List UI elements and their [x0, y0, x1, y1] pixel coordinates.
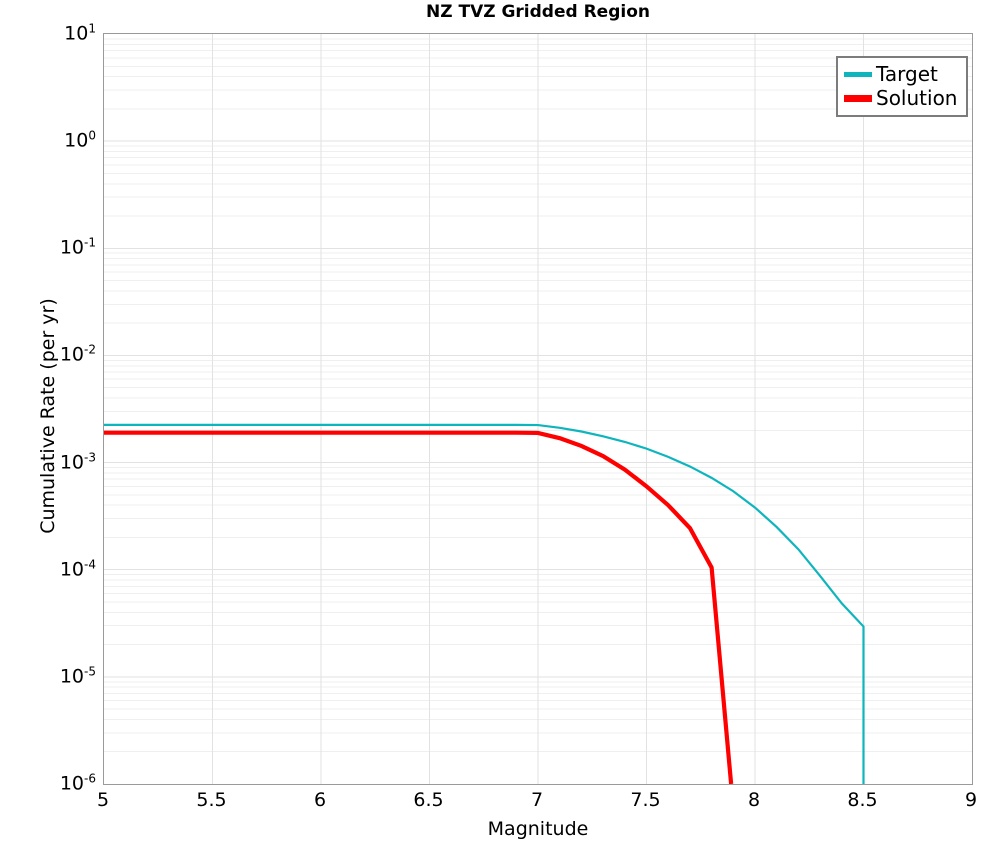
x-tick-label: 8.5	[847, 789, 878, 811]
x-tick-label: 9	[964, 789, 978, 811]
y-tick-label: 100	[64, 128, 96, 152]
x-tick-label: 6.5	[413, 789, 444, 811]
plot-canvas	[104, 34, 972, 784]
x-tick-label: 5.5	[196, 789, 227, 811]
x-axis-label: Magnitude	[487, 818, 589, 840]
series-line-solution	[104, 430, 734, 784]
data-series-layer	[104, 423, 865, 784]
chart-legend: Target Solution	[836, 56, 968, 117]
legend-swatch-solution	[844, 94, 872, 102]
legend-item-solution[interactable]: Solution	[844, 86, 960, 110]
y-tick-label: 10-3	[59, 449, 96, 474]
y-axis-label: Cumulative Rate (per yr)	[37, 298, 59, 534]
x-tick-label: 7.5	[630, 789, 661, 811]
y-tick-label: 101	[64, 21, 96, 45]
x-tick-label: 5	[96, 789, 110, 811]
y-tick-label: 10-2	[59, 342, 96, 367]
legend-label: Target	[876, 62, 938, 86]
legend-swatch-target	[844, 71, 872, 77]
chart-title: NZ TVZ Gridded Region	[426, 2, 650, 22]
y-tick-label: 10-6	[59, 771, 96, 795]
y-tick-label: 10-4	[59, 557, 96, 581]
major-gridlines	[104, 34, 972, 784]
series-line-target	[104, 423, 865, 784]
x-tick-label: 6	[313, 789, 327, 811]
legend-item-target[interactable]: Target	[844, 62, 960, 86]
plot-area	[103, 33, 973, 785]
legend-label: Solution	[876, 86, 958, 110]
x-tick-label: 8	[747, 789, 761, 811]
y-tick-label: 10-1	[59, 235, 96, 259]
y-tick-label: 10-5	[59, 664, 96, 688]
x-tick-label: 7	[530, 789, 544, 811]
